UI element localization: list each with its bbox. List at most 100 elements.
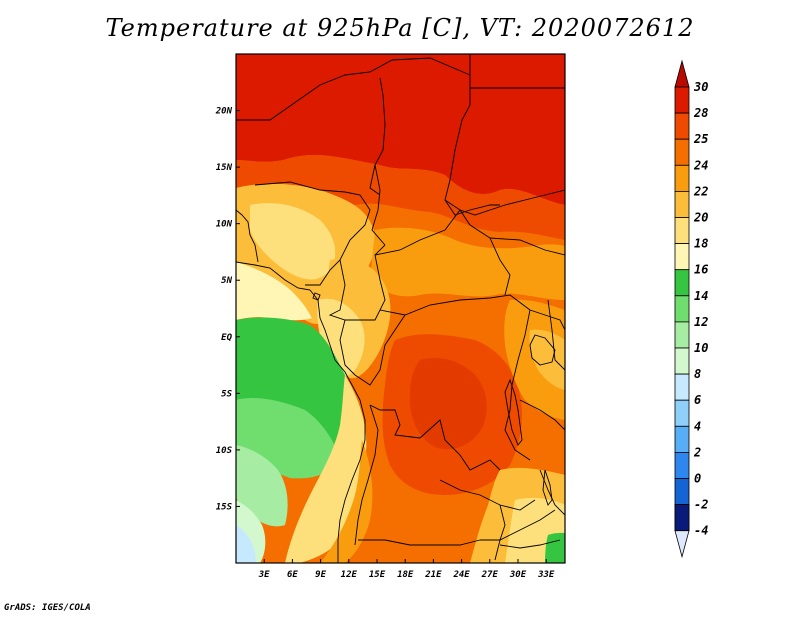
chart-title: Temperature at 925hPa [C], VT: 202007261… — [105, 14, 695, 42]
border-nigeria — [254, 181, 371, 286]
field-zone-16-se — [545, 532, 565, 563]
colorbar-label: 2 — [693, 445, 701, 459]
border-angola — [354, 404, 379, 546]
colorbar-swatch — [674, 373, 690, 401]
temperature-field — [236, 54, 565, 563]
colorbar-bottom-triangle — [674, 530, 690, 559]
colorbar-swatch — [674, 269, 690, 297]
colorbar-label: 4 — [694, 419, 701, 433]
border-congo — [339, 314, 406, 386]
lake-tanganyika — [504, 378, 523, 446]
coastline-west-africa — [236, 261, 311, 291]
border-north-1 — [236, 54, 471, 121]
grads-credit: GrADS: IGES/COLA — [4, 603, 91, 613]
x-tick-label: 9E — [315, 570, 326, 580]
colorbar-swatch — [674, 190, 690, 218]
colorbar-swatch — [674, 243, 690, 271]
border-cameroon — [328, 244, 386, 321]
y-tick-label: 5N — [221, 276, 232, 286]
colorbar-swatch — [674, 478, 690, 506]
colorbar-swatch — [674, 399, 690, 427]
border-zambia-2 — [494, 504, 506, 561]
x-tick-label: 21E — [424, 570, 442, 580]
border-car — [374, 209, 511, 296]
border-ssudan — [489, 237, 565, 256]
border-chad — [371, 164, 386, 246]
field-zone-24-center — [370, 227, 565, 300]
y-tick-label: 15S — [216, 502, 233, 512]
y-tick-label: EQ — [221, 333, 232, 343]
y-tick-label: 10N — [216, 220, 233, 230]
border-tz — [519, 399, 565, 431]
colorbar-label: 25 — [693, 132, 708, 146]
colorbar-swatch — [674, 138, 690, 166]
x-tick-label: 12E — [341, 570, 358, 580]
colorbar-label: -4 — [694, 524, 708, 538]
field-zone-20-coast — [285, 375, 367, 563]
lake-victoria — [529, 334, 556, 366]
x-tick-label: 6E — [287, 570, 298, 580]
border-uganda — [529, 309, 565, 331]
field-zone-22-east — [529, 329, 565, 390]
colorbar-label: 8 — [694, 367, 701, 381]
plot-frame — [235, 53, 566, 564]
field-zone-30-interior — [409, 358, 487, 450]
colorbar-label: 16 — [694, 263, 708, 277]
coastline-ne — [236, 209, 259, 263]
colorbar-label: 10 — [694, 341, 708, 355]
colorbar-swatch — [674, 451, 690, 479]
colorbar-label: 28 — [693, 106, 708, 120]
colorbar-label: 6 — [694, 393, 701, 407]
colorbar-label: 0 — [694, 472, 701, 486]
x-tick-label: 3E — [258, 570, 270, 580]
border-kenya — [547, 299, 565, 371]
y-axis: 20N 15N 10N 5N EQ 5S 10S 15S — [215, 107, 240, 512]
field-zone-24-coast — [320, 440, 373, 563]
border-zambia — [439, 479, 536, 511]
colorbar-swatch — [674, 217, 690, 245]
x-tick-label: 24E — [452, 570, 470, 580]
coastline-central — [309, 289, 366, 563]
x-tick-label: 30E — [509, 570, 527, 580]
field-zone-north-hot — [236, 54, 565, 205]
colorbar-swatch — [674, 321, 690, 349]
border-drc-south — [369, 404, 501, 471]
x-axis: 3E 6E 9E 12E 15E 18E 21E 24E 27E 30E 33E — [258, 559, 555, 580]
border-angola-south — [358, 539, 481, 546]
x-tick-label: 15E — [369, 570, 386, 580]
colorbar-label: 20 — [693, 211, 708, 225]
colorbar-label: 30 — [693, 80, 708, 94]
field-zone-28 — [236, 155, 565, 240]
island-bioko — [312, 292, 321, 301]
colorbar-label: 12 — [694, 315, 708, 329]
y-tick-label: 15N — [216, 163, 233, 173]
y-tick-label: 20N — [215, 107, 233, 117]
lake-malawi — [542, 469, 553, 506]
border-drc-east — [504, 309, 531, 461]
border-zim — [480, 509, 556, 541]
border-north-2 — [369, 77, 386, 196]
colorbar-label: 22 — [693, 184, 708, 198]
field-zone-20 — [250, 203, 336, 280]
colorbar-label: 24 — [693, 158, 708, 172]
border-sudan — [444, 189, 565, 216]
border-bottom-east — [499, 539, 561, 549]
x-tick-label: 27E — [481, 570, 499, 580]
field-zone-12-ocean — [236, 445, 288, 527]
colorbar-label: 14 — [694, 289, 708, 303]
colorbar-top-triangle — [674, 59, 690, 88]
colorbar-swatch — [674, 504, 690, 532]
y-tick-label: 10S — [216, 446, 233, 456]
colorbar-swatch — [674, 164, 690, 192]
colorbar-swatch — [674, 425, 690, 453]
colorbar-label: 18 — [694, 237, 708, 251]
colorbar-swatch — [674, 112, 690, 140]
x-tick-label: 18E — [397, 570, 414, 580]
y-tick-label: 5S — [221, 389, 232, 399]
colorbar-swatch — [674, 347, 690, 375]
colorbar-swatch — [674, 86, 690, 114]
field-zone-18-ocean — [236, 262, 312, 321]
border-north-3 — [444, 75, 500, 216]
